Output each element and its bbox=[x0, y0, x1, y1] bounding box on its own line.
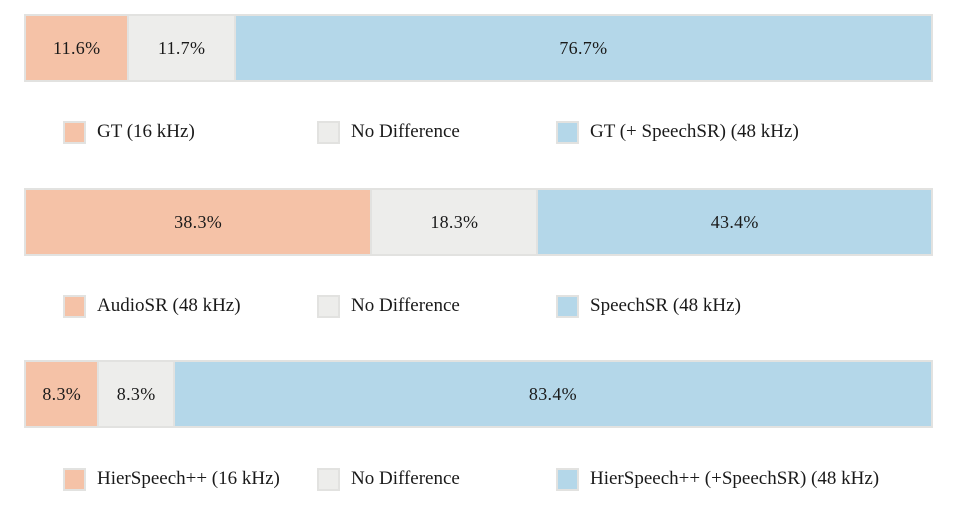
legend-swatch-right-icon bbox=[556, 120, 579, 144]
bar-segment-right: 76.7% bbox=[235, 14, 933, 82]
legend-label: GT (16 kHz) bbox=[97, 121, 195, 142]
bar-segment-neutral: 11.7% bbox=[129, 14, 236, 82]
legend-swatch-left-icon bbox=[63, 120, 86, 144]
legend-swatch-neutral-icon bbox=[317, 467, 340, 491]
legend-label: AudioSR (48 kHz) bbox=[97, 295, 241, 316]
stacked-bar: 38.3% 18.3% 43.4% bbox=[24, 188, 933, 256]
legend-item: AudioSR (48 kHz) bbox=[63, 293, 241, 319]
segment-value-label: 11.6% bbox=[53, 37, 101, 58]
legend-label: HierSpeech++ (16 kHz) bbox=[97, 468, 280, 489]
legend-item: No Difference bbox=[317, 293, 460, 319]
legend-item: SpeechSR (48 kHz) bbox=[556, 293, 741, 319]
bar-segment-right: 83.4% bbox=[174, 360, 933, 428]
legend-row: AudioSR (48 kHz) No Difference SpeechSR (4… bbox=[0, 293, 962, 319]
legend-item: GT (+ SpeechSR) (48 kHz) bbox=[556, 119, 799, 145]
legend-label: No Difference bbox=[351, 121, 460, 142]
segment-value-label: 8.3% bbox=[42, 383, 82, 404]
segment-value-label: 18.3% bbox=[430, 211, 479, 232]
legend-swatch-right-icon bbox=[556, 294, 579, 318]
legend-item: HierSpeech++ (16 kHz) bbox=[63, 466, 280, 492]
bar-segment-neutral: 18.3% bbox=[372, 188, 539, 256]
legend-item: No Difference bbox=[317, 466, 460, 492]
bar-segment-left: 8.3% bbox=[24, 360, 100, 428]
bar-segment-left: 38.3% bbox=[24, 188, 373, 256]
legend-swatch-neutral-icon bbox=[317, 294, 340, 318]
legend-row: GT (16 kHz) No Difference GT (+ SpeechSR) … bbox=[0, 119, 962, 145]
legend-label: No Difference bbox=[351, 468, 460, 489]
legend-label: No Difference bbox=[351, 295, 460, 316]
legend-item: HierSpeech++ (+SpeechSR) (48 kHz) bbox=[556, 466, 879, 492]
legend-row: HierSpeech++ (16 kHz) No Difference HierSp… bbox=[0, 466, 962, 492]
segment-value-label: 11.7% bbox=[157, 37, 206, 58]
bar-segment-right: 43.4% bbox=[538, 188, 933, 256]
segment-value-label: 76.7% bbox=[559, 37, 608, 58]
legend-swatch-left-icon bbox=[63, 467, 86, 491]
legend-swatch-neutral-icon bbox=[317, 120, 340, 144]
stacked-bar: 8.3% 8.3% 83.4% bbox=[24, 360, 933, 428]
legend-swatch-right-icon bbox=[556, 467, 579, 491]
legend-label: GT (+ SpeechSR) (48 kHz) bbox=[590, 121, 799, 142]
legend-item: GT (16 kHz) bbox=[63, 119, 195, 145]
segment-value-label: 83.4% bbox=[528, 383, 577, 404]
legend-label: HierSpeech++ (+SpeechSR) (48 kHz) bbox=[590, 468, 880, 489]
legend-item: No Difference bbox=[317, 119, 460, 145]
stacked-bar: 11.6% 11.7% 76.7% bbox=[24, 14, 933, 82]
bar-segment-left: 11.6% bbox=[24, 14, 130, 82]
segment-value-label: 38.3% bbox=[174, 211, 223, 232]
segment-value-label: 8.3% bbox=[116, 383, 156, 404]
bar-segment-neutral: 8.3% bbox=[99, 360, 175, 428]
legend-label: SpeechSR (48 kHz) bbox=[590, 295, 741, 316]
segment-value-label: 43.4% bbox=[710, 211, 759, 232]
legend-swatch-left-icon bbox=[63, 294, 86, 318]
